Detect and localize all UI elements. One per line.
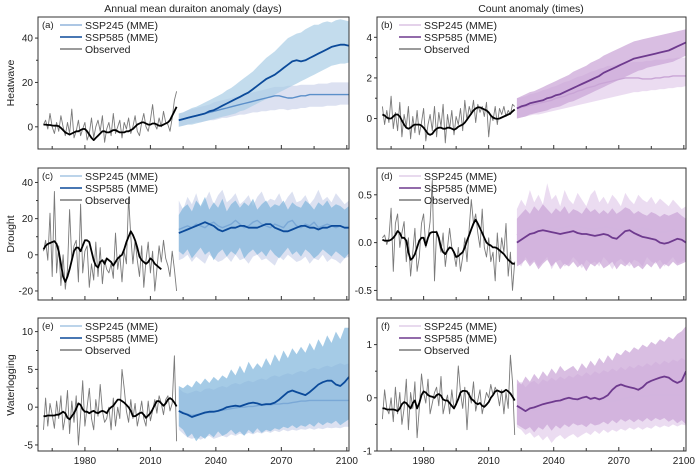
plot-frame [376,16,687,150]
ssp245-mme-line [516,224,686,236]
y-tick-label: 1 [366,340,372,351]
panel-label: (e) [42,321,54,332]
plot-frame [37,16,350,150]
legend-label: Observed [424,44,470,56]
x-tick-label: 2070 [608,456,631,467]
legend-label: SSP585 (MME) [85,183,158,195]
x-tick-label: 2010 [139,456,162,467]
legend-label: SSP245 (MME) [85,20,158,32]
legend-label: SSP245 (MME) [424,321,497,333]
ssp585-range-band [178,196,349,261]
observed-annual-line [43,191,178,292]
ssp585-mme-line [178,221,349,234]
observed-smoothed-line [43,397,178,421]
legend-label: Observed [85,195,131,207]
observed-annual-line [43,355,178,446]
observed-annual-line [381,354,516,439]
legend-label: SSP585 (MME) [85,32,158,44]
panel-label: (a) [42,20,54,31]
panel-label: (d) [381,171,393,182]
ssp585-range-band [516,204,686,272]
plot-frame [37,167,350,301]
observed-smoothed-line [43,106,178,142]
y-tick-label: -1 [363,447,372,458]
observed-annual-line [381,95,516,144]
y-tick-label: 20 [22,214,34,225]
panel-label: (c) [42,171,53,182]
panel-label: (b) [381,20,393,31]
panel-c: -20 0 20 40 (c) SSP245 (MME)SSP585 (MME)Obser… [19,167,350,301]
legend-label: SSP245 (MME) [424,171,497,183]
plot-frame [376,167,687,301]
legend-label: Observed [424,195,470,207]
ssp585-mme-line [516,229,686,245]
x-tick-label: 2040 [205,456,228,467]
y-tick-label: 5 [27,365,33,376]
y-tick-label: 0 [27,250,33,261]
y-tick-label: 40 [22,34,34,45]
x-tick-label: 2040 [543,456,566,467]
ssp585-range-band [178,19,349,127]
legend-label: Observed [85,44,131,56]
y-tick-label: 0 [27,403,33,414]
y-tick-label: 0 [366,114,372,125]
y-tick-label: -20 [19,286,34,297]
legend-label: SSP585 (MME) [424,183,497,195]
panel-a: 0 20 40 (a) SSP245 (MME)SSP585 (MME)Observed [22,16,350,150]
legend-label: SSP585 (MME) [424,32,497,44]
x-tick-label: 2100 [673,456,696,467]
observed-smoothed-line [42,230,162,283]
legend-label: Observed [85,345,131,357]
y-tick-label: 40 [22,178,34,189]
ssp245-mme-line [516,75,686,110]
column-title-count: Count anomaly (times) [478,3,584,15]
y-tick-label: 0 [366,393,372,404]
x-tick-label: 2070 [270,456,293,467]
panel-d: -0.5 0.0 0.5 (d) SSP245 (MME)SSP585 (MME)Obs… [355,167,687,301]
x-tick-label: 2100 [336,456,359,467]
legend-label: SSP245 (MME) [424,20,497,32]
y-tick-label: 0.5 [358,190,372,201]
observed-annual-line [43,91,178,143]
legend-label: Observed [424,345,470,357]
plot-frame [37,317,350,452]
panel-e: -5 0 5 10 1980 2010 2040 2070 2100 (e) SSP245 (MME… [22,317,359,467]
ssp585-mme-line [178,376,349,418]
legend-label: SSP585 (MME) [424,333,497,345]
y-tick-label: 10 [22,327,34,338]
x-tick-label: 2010 [478,456,501,467]
legend-label: SSP245 (MME) [85,321,158,333]
legend-label: SSP245 (MME) [85,171,158,183]
y-tick-label: -0.5 [355,286,373,297]
column-title-duration: Annual mean duraiton anomaly (days) [104,3,281,15]
plot-frame [376,317,687,452]
panel-f: -1 0 1 1980 2010 2040 2070 2100 (f) SSP245 (MME)S… [363,317,696,467]
panel-label: (f) [381,321,390,332]
y-tick-label: 20 [22,78,34,89]
y-tick-label: 2 [366,73,372,84]
ssp585-range-band [516,326,686,433]
row-label-drought: Drought [5,215,17,252]
ssp585-range-band [178,327,349,442]
x-tick-label: 1980 [74,456,97,467]
observed-smoothed-line [382,218,515,265]
ssp245-mme-line [516,394,686,411]
observed-smoothed-line [382,388,516,413]
x-tick-label: 1980 [412,456,435,467]
legend-label: SSP585 (MME) [85,333,158,345]
observed-smoothed-line [382,106,516,136]
row-label-waterlogging: Waterlogging [5,354,17,416]
ssp585-mme-line [178,43,349,122]
y-tick-label: 0 [27,122,33,133]
y-tick-label: -5 [24,440,33,451]
row-label-heatwave: Heatwave [5,60,17,107]
y-tick-label: 4 [366,33,372,44]
ssp585-mme-line [516,370,686,413]
ssp585-mme-line [516,41,686,110]
panel-b: 0 2 4 (b) SSP245 (MME)SSP585 (MME)Observed [366,16,687,150]
observed-annual-line [382,179,516,291]
y-tick-label: 0.0 [358,238,372,249]
